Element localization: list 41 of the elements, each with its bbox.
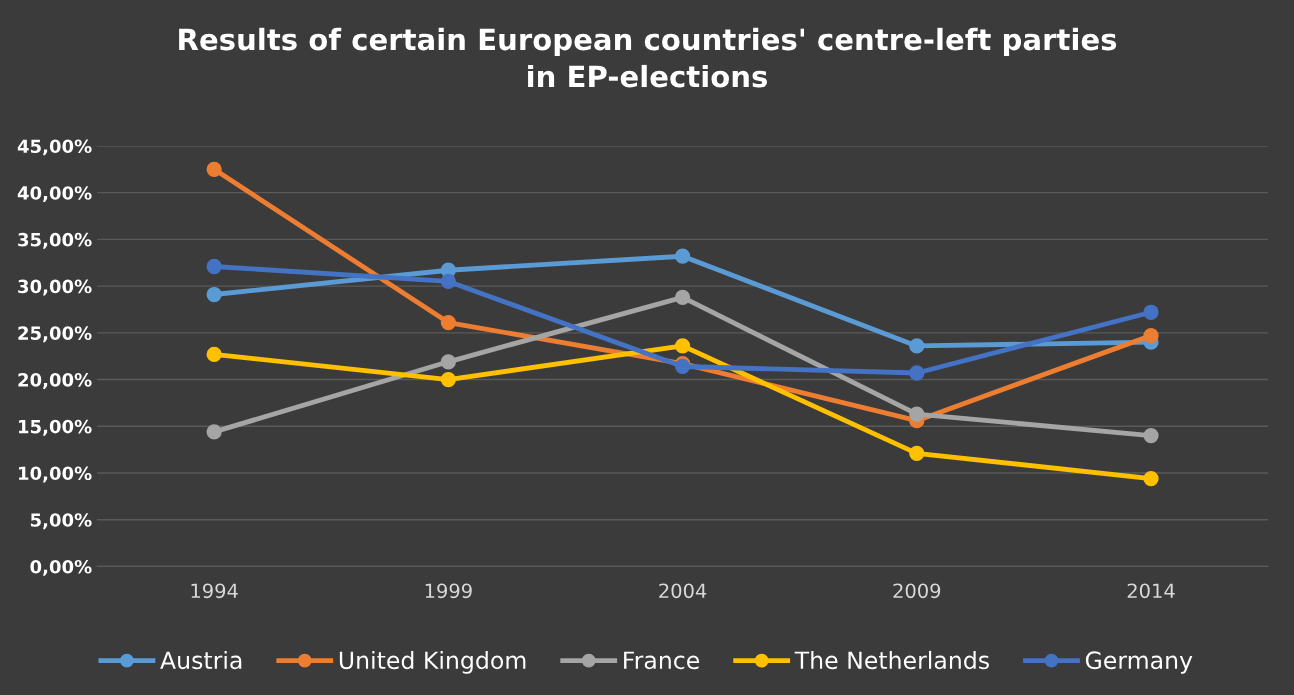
y-tick-label: 20,00% [18, 373, 92, 389]
x-tick-label: 1994 [191, 583, 238, 599]
y-tick-label: 10,00% [19, 466, 92, 483]
point [909, 406, 925, 422]
point [1143, 327, 1159, 344]
point [1143, 427, 1159, 444]
legend-label: The Netherlands [794, 650, 989, 670]
y-tick-label: 0,00% [30, 559, 92, 576]
y-tick-label: 15,00% [19, 419, 92, 436]
chart-title: Results of certain European countries' centre-left parties in EP-elections [179, 27, 1117, 88]
y-tick-label: 40,00% [17, 186, 92, 203]
legend-label: Germany [1085, 651, 1193, 674]
x-tick-label: 1999 [425, 583, 472, 599]
x-tick-label: 2009 [893, 583, 941, 599]
point [909, 365, 925, 381]
point [206, 258, 222, 275]
point [674, 248, 691, 264]
point [440, 371, 457, 388]
point [440, 273, 457, 290]
legend-label: France [624, 651, 700, 670]
point [206, 286, 222, 303]
point [1143, 470, 1159, 487]
point [909, 338, 925, 354]
point [206, 346, 222, 362]
x-tick-label: 2014 [1127, 583, 1175, 599]
x-tick-label: 2004 [659, 583, 707, 599]
legend-label: United Kingdom [339, 650, 526, 674]
point [440, 354, 457, 370]
y-tick-label: 25,00% [18, 326, 92, 343]
point [909, 445, 925, 462]
point [674, 289, 691, 305]
point [206, 161, 222, 177]
y-tick-label: 30,00% [18, 279, 92, 296]
point [440, 314, 457, 331]
legend-label: Austria [160, 650, 242, 670]
point [206, 424, 222, 440]
y-tick-label: 35,00% [18, 232, 92, 249]
y-tick-label: 45,00% [17, 139, 92, 156]
point [674, 338, 691, 354]
point [1143, 304, 1159, 320]
y-tick-label: 5,00% [30, 513, 92, 530]
